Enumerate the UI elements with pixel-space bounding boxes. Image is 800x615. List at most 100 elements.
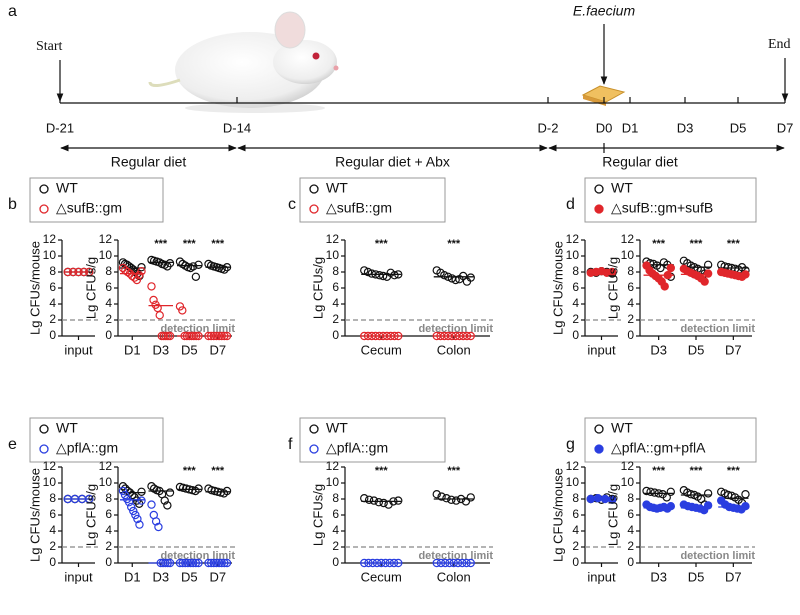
y-tick-label: 6 (332, 507, 339, 521)
data-point (666, 263, 676, 273)
data-point (189, 262, 198, 271)
y-tick-label: 2 (572, 539, 579, 553)
x-tick-label: D7 (725, 569, 742, 584)
y-tick-label: 0 (627, 555, 634, 569)
y-tick-label: 2 (572, 312, 579, 326)
y-axis-label: Lg CFUs/mouse (550, 241, 565, 335)
data-point (375, 271, 384, 280)
y-tick-label: 2 (105, 539, 112, 553)
data-point (124, 498, 134, 507)
data-point (151, 517, 161, 526)
y-tick-label: 12 (566, 232, 580, 246)
legend-marker (309, 184, 319, 194)
data-point (194, 260, 203, 269)
x-tick-label: D5 (688, 342, 705, 357)
y-tick-label: 0 (49, 328, 56, 342)
period-label: Regular diet + Abx (335, 154, 450, 170)
y-tick-label: 8 (332, 264, 339, 278)
panel-label: f (288, 436, 293, 453)
data-point (432, 490, 441, 499)
y-tick-label: 10 (326, 248, 340, 262)
y-tick-label: 10 (43, 475, 57, 489)
legend-label: △sufB::gm (326, 200, 392, 216)
y-axis-label: Lg CFUs/g (310, 257, 325, 319)
y-tick-label: 2 (332, 312, 339, 326)
x-tick-label: D7 (209, 569, 226, 584)
data-point (741, 502, 750, 511)
y-tick-label: 12 (43, 459, 57, 473)
legend-marker (39, 204, 49, 214)
data-point (451, 496, 461, 505)
y-tick-label: 6 (332, 280, 339, 294)
y-tick-label: 0 (572, 555, 579, 569)
significance: *** (447, 238, 461, 250)
y-tick-label: 10 (621, 248, 635, 262)
data-point (390, 271, 399, 280)
data-point (134, 271, 144, 280)
significance: *** (652, 238, 666, 250)
data-point (149, 295, 158, 305)
data-point (458, 271, 468, 281)
data-point (147, 282, 156, 291)
significance: *** (727, 238, 741, 250)
detection-limit-label: detection limit (680, 550, 755, 562)
x-tick-label: D5 (181, 342, 198, 357)
y-axis-label: Lg CFUs/g (605, 484, 620, 546)
data-point (154, 522, 163, 532)
data-point (593, 494, 603, 503)
data-point (440, 271, 449, 280)
significance: *** (652, 465, 666, 477)
y-tick-label: 4 (105, 523, 112, 537)
legend-label: △pflA::gm+pflA (611, 440, 706, 456)
x-tick-label: D5 (688, 569, 705, 584)
y-axis-label: Lg CFUs/mouse (27, 468, 42, 562)
data-point (165, 331, 175, 341)
timeline-day: D5 (730, 120, 747, 135)
y-tick-label: 4 (627, 523, 634, 537)
significance: *** (183, 465, 197, 477)
y-tick-label: 10 (566, 475, 580, 489)
legend-marker (309, 424, 319, 434)
data-point (360, 494, 369, 503)
data-point (131, 510, 140, 520)
y-tick-label: 10 (99, 248, 113, 262)
y-axis-label: Lg CFUs/g (83, 484, 98, 546)
y-tick-label: 6 (49, 507, 56, 521)
significance: *** (690, 238, 704, 250)
data-point (118, 482, 128, 491)
y-tick-label: 0 (332, 555, 339, 569)
legend-marker (39, 424, 49, 434)
y-tick-label: 12 (326, 459, 340, 473)
y-tick-label: 4 (572, 296, 579, 310)
panel-label: e (8, 436, 17, 453)
data-point (442, 494, 451, 503)
y-tick-label: 2 (105, 312, 112, 326)
data-point (178, 306, 187, 315)
y-tick-label: 12 (43, 232, 57, 246)
data-point (642, 486, 651, 496)
legend-label: △pflA::gm (56, 440, 118, 456)
legend-box (29, 417, 164, 463)
mouse-illustration (148, 11, 339, 113)
y-tick-label: 0 (105, 555, 112, 569)
legend-box (584, 177, 757, 223)
y-tick-label: 4 (49, 523, 56, 537)
data-point (175, 302, 185, 311)
data-point (147, 500, 156, 509)
start-label: Start (36, 39, 63, 54)
data-point (118, 258, 128, 267)
y-tick-label: 2 (627, 539, 634, 553)
legend-box (299, 177, 446, 223)
x-tick-label: D1 (124, 342, 141, 357)
x-tick-label: D5 (181, 569, 198, 584)
y-tick-label: 2 (627, 312, 634, 326)
y-tick-label: 8 (105, 264, 112, 278)
data-point (137, 487, 146, 496)
timeline-day: D-21 (46, 120, 74, 135)
y-tick-label: 10 (99, 475, 113, 489)
x-tick-label: D3 (152, 342, 169, 357)
y-tick-label: 8 (332, 491, 339, 505)
timeline-day: D3 (677, 120, 694, 135)
significance: *** (447, 465, 461, 477)
data-point (394, 496, 403, 505)
